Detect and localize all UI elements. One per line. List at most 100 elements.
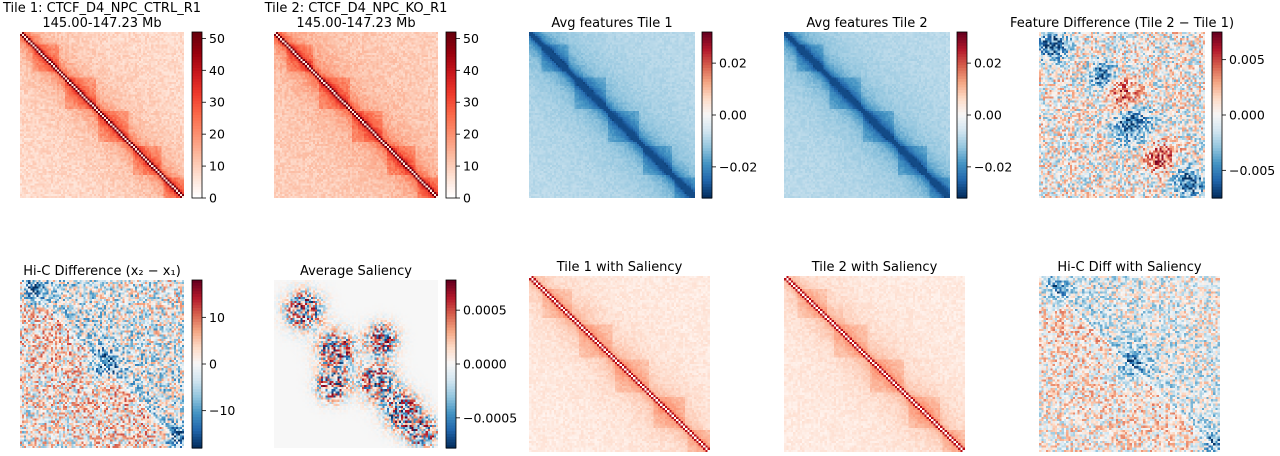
- colorbar-segment: [192, 305, 202, 309]
- colorbar-segment: [702, 162, 712, 166]
- colorbar-segment: [446, 417, 456, 421]
- colorbar-segment: [192, 186, 202, 191]
- colorbar-segment: [957, 134, 967, 138]
- colorbar-segment: [446, 103, 456, 108]
- colorbar-segment: [446, 101, 456, 105]
- colorbar-segment: [192, 372, 202, 376]
- colorbar-segment: [192, 442, 202, 446]
- colorbar-segment: [1212, 32, 1222, 36]
- panel-title-line: Hi-C Diff with Saliency: [1057, 260, 1202, 275]
- colorbar-tick-label: −0.02: [719, 159, 757, 174]
- colorbar-segment: [1212, 192, 1222, 196]
- colorbar-segment: [446, 120, 456, 124]
- colorbar-segment: [702, 101, 712, 105]
- colorbar-segment: [702, 43, 712, 47]
- colorbar-segment: [702, 37, 712, 41]
- colorbar-segment: [702, 126, 712, 130]
- colorbar-segment: [192, 392, 202, 396]
- colorbar-segment: [446, 162, 456, 166]
- colorbar-segment: [702, 189, 712, 194]
- colorbar-segment: [192, 70, 202, 75]
- colorbar-tick-label: 10: [209, 310, 225, 325]
- colorbar-segment: [446, 189, 456, 194]
- colorbar-segment: [192, 34, 202, 39]
- colorbar-segment: [192, 79, 202, 83]
- heatmap-image: [274, 280, 438, 448]
- colorbar-segment: [446, 123, 456, 127]
- colorbar: 0 10 20 30 40 50: [445, 31, 479, 206]
- colorbar-segment: [446, 299, 456, 303]
- panel-3: Avg features Tile 1 −0.02 0.00 0.02: [529, 16, 757, 199]
- colorbar-segment: [702, 115, 712, 119]
- colorbar-segment: [192, 59, 202, 64]
- colorbar-segment: [192, 117, 202, 122]
- colorbar-segment: [446, 406, 456, 410]
- colorbar-segment: [1212, 73, 1222, 77]
- colorbar-segment: [1212, 43, 1222, 47]
- colorbar-segment: [192, 294, 202, 298]
- colorbar-segment: [446, 45, 456, 50]
- colorbar-segment: [446, 195, 456, 199]
- colorbar-segment: [192, 95, 202, 99]
- colorbar-segment: [957, 43, 967, 47]
- heatmap-image: [20, 280, 184, 448]
- colorbar-segment: [446, 308, 456, 312]
- colorbar-segment: [192, 106, 202, 111]
- panel-title-line: Tile 2 with Saliency: [811, 260, 938, 275]
- colorbar-segment: [702, 142, 712, 147]
- colorbar-segment: [957, 87, 967, 91]
- colorbar-segment: [192, 414, 202, 418]
- colorbar-segment: [192, 280, 202, 284]
- colorbar-segment: [446, 291, 456, 295]
- colorbar-segment: [446, 153, 456, 158]
- colorbar-segment: [957, 170, 967, 174]
- colorbar-segment: [192, 195, 202, 199]
- colorbar-segment: [702, 195, 712, 199]
- colorbar-tick-label: −0.0005: [463, 410, 517, 425]
- colorbar-segment: [446, 296, 456, 301]
- colorbar-segment: [192, 159, 202, 163]
- colorbar-segment: [446, 79, 456, 83]
- colorbar-segment: [1212, 76, 1222, 80]
- colorbar-segment: [192, 375, 202, 379]
- colorbar-segment: [1212, 90, 1222, 94]
- colorbar-segment: [702, 95, 712, 99]
- colorbar-segment: [192, 192, 202, 196]
- colorbar-segment: [446, 131, 456, 135]
- colorbar-segment: [192, 48, 202, 52]
- colorbar-segment: [192, 120, 202, 124]
- colorbar-segment: [702, 76, 712, 80]
- colorbar-segment: [192, 403, 202, 407]
- colorbar-segment: [192, 324, 202, 329]
- colorbar-segment: [957, 145, 967, 149]
- colorbar-segment: [192, 310, 202, 315]
- colorbar-segment: [1212, 159, 1222, 163]
- colorbar-segment: [702, 56, 712, 61]
- colorbar-segment: [1212, 150, 1222, 155]
- colorbar-segment: [702, 137, 712, 141]
- colorbar-segment: [446, 383, 456, 387]
- colorbar-segment: [702, 51, 712, 55]
- colorbar-tick-label: −0.005: [1229, 163, 1275, 178]
- colorbar-segment: [446, 62, 456, 66]
- colorbar-segment: [192, 397, 202, 401]
- colorbar-segment: [702, 156, 712, 160]
- colorbar-segment: [1212, 92, 1222, 97]
- colorbar-segment: [446, 170, 456, 174]
- colorbar-segment: [446, 184, 456, 188]
- colorbar-segment: [446, 192, 456, 196]
- colorbar-segment: [446, 109, 456, 113]
- colorbar-segment: [192, 366, 202, 371]
- colorbar-segment: [192, 411, 202, 415]
- colorbar-segment: [702, 81, 712, 86]
- colorbar-tick-label: 0.000: [1229, 108, 1265, 123]
- colorbar-segment: [192, 434, 202, 438]
- colorbar-segment: [446, 316, 456, 320]
- colorbar-segment: [192, 123, 202, 127]
- colorbar-segment: [192, 383, 202, 387]
- colorbar-segment: [957, 120, 967, 124]
- colorbar-segment: [446, 392, 456, 396]
- colorbar-segment: [1212, 156, 1222, 160]
- colorbar-segment: [446, 128, 456, 133]
